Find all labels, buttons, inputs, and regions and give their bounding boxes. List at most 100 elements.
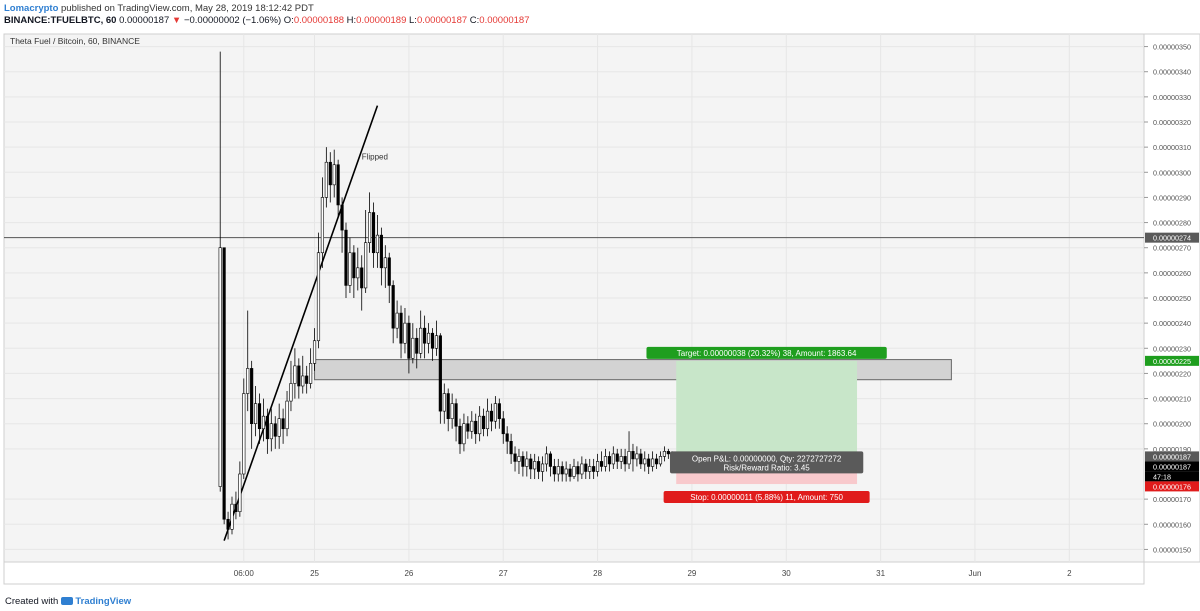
candle-body (238, 473, 242, 513)
candle (560, 461, 564, 482)
author-link[interactable]: Lomacrypto (4, 3, 59, 14)
candle-body (344, 229, 348, 286)
candle (548, 451, 552, 477)
candle-body (352, 252, 356, 279)
candle (474, 413, 478, 444)
candle (509, 433, 513, 464)
price-axis-label-text: 0.00000225 (1153, 357, 1191, 366)
candle-body (387, 257, 391, 286)
x-tick-label: 2 (1067, 569, 1072, 578)
candle-body (218, 247, 222, 487)
price-axis-label-bg (1145, 451, 1199, 462)
candle (627, 431, 631, 469)
candle (230, 496, 234, 535)
candle (454, 398, 458, 442)
candle-body (411, 337, 415, 359)
candle (619, 448, 623, 469)
candle-body (607, 456, 611, 465)
candle (391, 280, 395, 344)
candle (297, 358, 301, 399)
low-value: 0.00000187 (416, 15, 468, 26)
open-value: 0.00000188 (293, 15, 345, 26)
candle (584, 458, 588, 480)
candle (293, 348, 297, 399)
price-axis-label: 0.00000187 (1145, 461, 1199, 472)
candle-body (423, 327, 427, 344)
candle-body (324, 161, 328, 198)
y-tick-label: 0.00000290 (1153, 193, 1191, 202)
candle-body (509, 441, 513, 455)
candle-body (399, 312, 403, 344)
price-chart[interactable]: 0.00000350 0.00000340 0.00000330 0.00000320… (0, 30, 1200, 592)
price-axis-label-bg (1145, 355, 1199, 366)
y-tick-label: 0.00000320 (1153, 118, 1191, 127)
candle (368, 192, 372, 253)
candle (254, 386, 258, 437)
candle (316, 232, 321, 349)
candle (309, 348, 313, 389)
candle-body (285, 400, 289, 430)
candle-body (277, 418, 281, 437)
symbol-label: BINANCE:TFUELBTC, 60 (4, 15, 117, 26)
candle (242, 378, 246, 480)
price-axis-label-text: 0.00000176 (1153, 482, 1191, 491)
candle (269, 408, 273, 452)
candle-body (529, 458, 533, 470)
y-tick-label: 0.00000230 (1153, 344, 1191, 353)
candle-body (226, 518, 230, 530)
candle (430, 328, 435, 361)
y-tick-label: 0.00000210 (1153, 395, 1191, 404)
y-tick-label: 0.00000250 (1153, 294, 1191, 303)
footer: Created with TradingView (0, 592, 1200, 611)
candle-body (654, 458, 659, 465)
candle (631, 443, 635, 472)
candle (340, 197, 344, 253)
candle-body (568, 468, 572, 477)
candle-body (234, 503, 238, 513)
x-tick-label: 26 (404, 569, 413, 578)
candle-body (493, 403, 497, 422)
candle-body (273, 423, 277, 437)
x-tick-label: 06:00 (234, 569, 255, 578)
candle (301, 355, 305, 394)
candle-body (462, 423, 466, 445)
candle-body (254, 403, 258, 425)
candle (517, 448, 521, 474)
y-tick-label: 0.00000150 (1153, 545, 1191, 554)
candle (513, 446, 517, 472)
candle (596, 453, 600, 477)
candle (265, 408, 269, 454)
candle-body (470, 420, 474, 432)
chart-container[interactable]: 0.00000350 0.00000340 0.00000330 0.00000320… (0, 30, 1200, 592)
candle (521, 451, 525, 477)
candle (658, 451, 663, 467)
created-with-text: Created with (5, 596, 59, 607)
candle (324, 147, 328, 208)
candle (615, 448, 619, 469)
chart-title: Theta Fuel / Bitcoin, 60, BINANCE (10, 36, 140, 46)
price-axis-label-bg (1145, 232, 1199, 243)
candle (505, 426, 509, 454)
high-label: H: (346, 15, 357, 26)
candle-body (242, 393, 246, 475)
candle (623, 448, 627, 472)
price-axis-label: 0.00000274 (1145, 232, 1199, 243)
tradingview-brand[interactable]: TradingView (75, 596, 132, 607)
candle-body (485, 410, 490, 430)
candle-body (250, 368, 254, 425)
x-tick-label: 28 (593, 569, 602, 578)
candle (556, 458, 560, 482)
y-tick-label: 0.00000330 (1153, 93, 1191, 102)
candle (588, 458, 592, 480)
candle (438, 333, 442, 424)
candle (442, 383, 446, 424)
candle (666, 448, 670, 459)
candle (257, 393, 262, 444)
pnl-text: Open P&L: 0.00000000, Qty: 2272727272 (692, 454, 842, 463)
candle (277, 403, 281, 449)
candle (552, 458, 556, 482)
price-axis-label: 0.00000187 (1145, 451, 1199, 462)
candle-body (328, 161, 332, 186)
candle-body (576, 466, 580, 475)
candle-body (537, 461, 541, 472)
